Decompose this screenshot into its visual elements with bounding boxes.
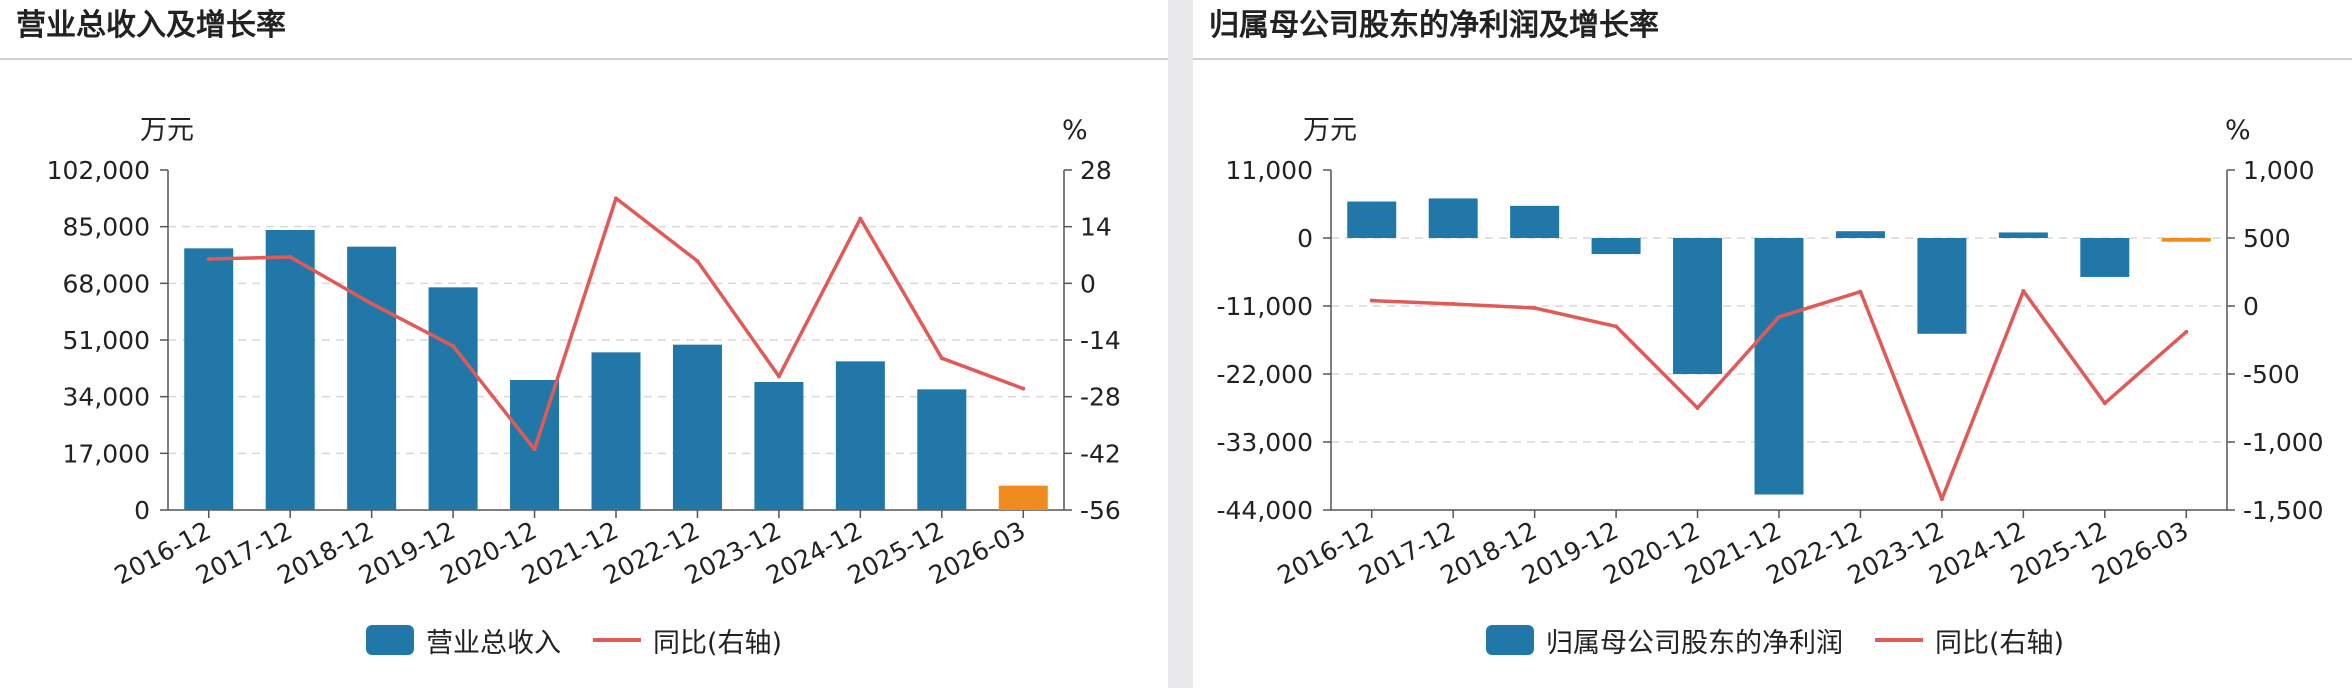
- left-tick-label: 0: [1297, 224, 1313, 253]
- yoy-point-2018-12: [369, 301, 374, 306]
- yoy-point-2025-12: [939, 356, 944, 361]
- yoy-point-2019-12: [451, 344, 456, 349]
- left-tick-label: -22,000: [1217, 360, 1314, 389]
- right-tick-label: -14: [1080, 326, 1121, 355]
- left-tick-label: 85,000: [63, 213, 150, 242]
- revenue-panel: 营业总收入及增长率 102,000 28 85,000 14 68,000 0 51,000…: [0, 0, 1168, 688]
- bar-2020-12: [1673, 238, 1723, 374]
- left-tick-label: 17,000: [63, 439, 150, 468]
- left-tick-label: 51,000: [63, 326, 150, 355]
- right-tick-label: -1,500: [2243, 496, 2324, 525]
- yoy-point-2026-03: [2184, 329, 2189, 334]
- legend-line-swatch: [1875, 638, 1923, 642]
- bar-2025-12: [917, 389, 967, 510]
- bar-2024-12: [835, 361, 885, 510]
- bar-2018-12: [347, 246, 397, 510]
- left-axis-unit: 万元: [140, 115, 194, 146]
- right-tick-label: 500: [2243, 224, 2291, 253]
- yoy-point-2016-12: [206, 257, 211, 262]
- chart-legend[interactable]: 营业总收入 同比(右轴): [366, 620, 782, 660]
- bar-2023-12: [754, 382, 804, 510]
- yoy-point-2023-12: [1939, 497, 1944, 502]
- right-tick-label: 14: [1080, 213, 1112, 242]
- panel-title: 归属母公司股东的净利润及增长率: [1209, 8, 1659, 43]
- yoy-point-2021-12: [614, 196, 618, 201]
- bar-2016-12: [1347, 201, 1397, 238]
- net-profit-chart: 11,000 1,000 0 500 -11,000 0 -22,000 -500 -33,00…: [1217, 115, 2324, 590]
- bar-2026-03: [998, 485, 1048, 510]
- yoy-point-2019-12: [1614, 324, 1619, 329]
- right-tick-label: 1,000: [2243, 156, 2315, 185]
- bar-2016-12: [184, 248, 234, 511]
- title-divider: [1193, 58, 2352, 60]
- left-tick-label: 11,000: [1226, 156, 1313, 185]
- left-tick-label: 68,000: [63, 269, 150, 298]
- yoy-point-2018-12: [1532, 306, 1537, 311]
- bar-2026-03: [2161, 238, 2211, 242]
- bar-2022-12: [672, 344, 722, 510]
- panel-title: 营业总收入及增长率: [16, 8, 286, 43]
- bar-2019-12: [1591, 238, 1641, 255]
- bar-2021-12: [1754, 238, 1804, 495]
- right-tick-label: 0: [2243, 292, 2259, 321]
- yoy-point-2022-12: [1858, 289, 1863, 294]
- legend-bar-swatch: [1486, 625, 1534, 655]
- right-tick-label: -56: [1080, 496, 1121, 525]
- left-axis-unit: 万元: [1303, 115, 1357, 146]
- left-tick-label: -44,000: [1217, 496, 1314, 525]
- left-tick-label: 34,000: [63, 383, 150, 412]
- legend-line-label: 同比(右轴): [653, 627, 783, 659]
- net-profit-panel: 归属母公司股东的净利润及增长率 11,000 1,000 0 500 -11,000 0 -…: [1193, 0, 2352, 688]
- bar-2024-12: [1998, 232, 2048, 238]
- title-divider: [0, 58, 1168, 60]
- panel-separator: [1168, 0, 1193, 688]
- chart-legend[interactable]: 归属母公司股东的净利润 同比(右轴): [1486, 620, 2064, 660]
- yoy-point-2017-12: [288, 255, 293, 260]
- left-tick-label: -11,000: [1217, 292, 1314, 321]
- bar-2021-12: [591, 352, 641, 510]
- right-axis-unit: %: [2225, 115, 2251, 146]
- legend-bar-label: 归属母公司股东的净利润: [1546, 627, 1843, 659]
- yoy-point-2016-12: [1369, 298, 1374, 303]
- right-axis-unit: %: [1062, 115, 1088, 146]
- revenue-chart: 102,000 28 85,000 14 68,000 0 51,000 -14 34,000 -…: [47, 115, 1121, 590]
- yoy-point-2023-12: [776, 374, 781, 379]
- right-tick-label: 0: [1080, 269, 1096, 298]
- legend-bar-swatch: [366, 625, 414, 655]
- left-tick-label: 0: [134, 496, 150, 525]
- right-tick-label: -1,000: [2243, 428, 2324, 457]
- left-tick-label: -33,000: [1217, 428, 1314, 457]
- yoy-point-2020-12: [532, 447, 537, 452]
- yoy-point-2024-12: [2021, 289, 2026, 294]
- yoy-point-2026-03: [1021, 386, 1026, 391]
- right-tick-label: 28: [1080, 156, 1112, 185]
- legend-line-label: 同比(右轴): [1935, 627, 2065, 659]
- right-tick-label: -28: [1080, 383, 1121, 412]
- bar-2025-12: [2080, 238, 2130, 277]
- legend-bar-label: 营业总收入: [426, 627, 561, 659]
- bar-2017-12: [265, 230, 315, 510]
- yoy-point-2025-12: [2102, 401, 2107, 406]
- bar-2018-12: [1510, 205, 1560, 238]
- bar-2023-12: [1917, 238, 1967, 334]
- bar-2019-12: [428, 287, 478, 510]
- left-tick-label: 102,000: [47, 156, 150, 185]
- bar-2017-12: [1428, 198, 1478, 238]
- yoy-point-2024-12: [858, 216, 863, 221]
- legend-line-swatch: [593, 638, 641, 642]
- yoy-point-2022-12: [695, 259, 700, 264]
- yoy-point-2020-12: [1695, 406, 1700, 410]
- bar-2022-12: [1835, 231, 1885, 238]
- right-tick-label: -500: [2243, 360, 2300, 389]
- right-tick-label: -42: [1080, 439, 1121, 468]
- yoy-point-2021-12: [1777, 314, 1781, 319]
- yoy-point-2017-12: [1451, 301, 1456, 306]
